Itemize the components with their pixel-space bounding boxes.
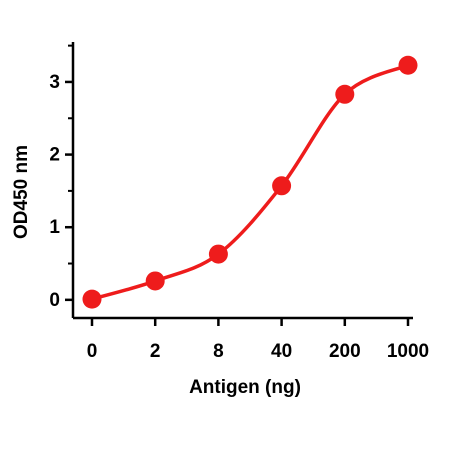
y-tick-label: 1 (49, 217, 60, 238)
x-tick-label: 1000 (387, 341, 429, 362)
x-tick-label: 200 (329, 341, 361, 362)
x-tick-label: 8 (213, 341, 224, 362)
y-tick-label: 3 (49, 72, 60, 93)
data-point (398, 55, 418, 75)
y-axis-title: OD450 nm (11, 145, 32, 239)
x-tick-label: 40 (271, 341, 292, 362)
data-point (82, 289, 102, 309)
x-tick-label: 0 (87, 341, 98, 362)
y-tick-label: 2 (49, 145, 60, 166)
x-tick-label: 2 (150, 341, 161, 362)
data-point (272, 176, 292, 196)
data-point (335, 84, 355, 104)
data-point (145, 271, 165, 291)
curve (91, 63, 409, 301)
y-tick-label: 0 (49, 290, 60, 311)
data-point (208, 244, 228, 264)
x-axis-title: Antigen (ng) (189, 377, 301, 398)
